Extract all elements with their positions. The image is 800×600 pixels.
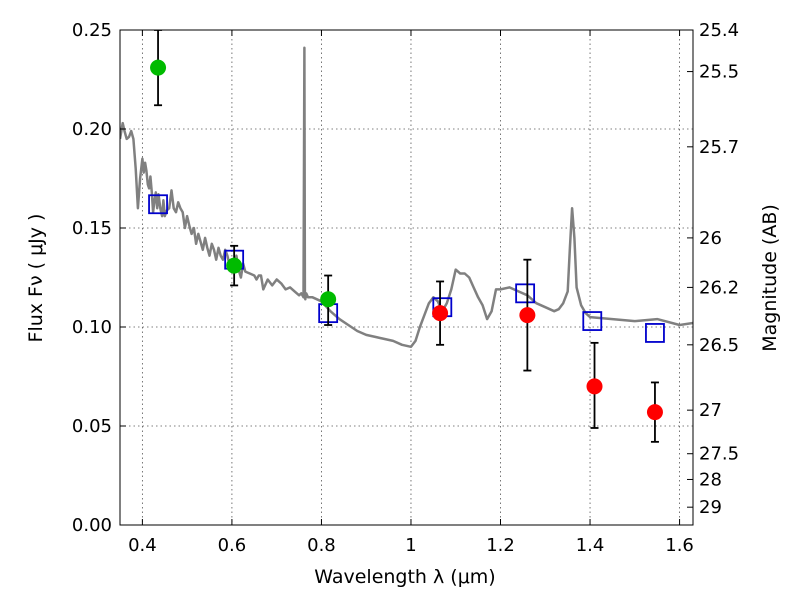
plot-frame	[119, 29, 694, 526]
x-tick-label: 1	[405, 535, 416, 556]
y-tick-label: 0.20	[72, 119, 112, 140]
plot-clipped-group	[120, 30, 693, 443]
x-axis-label: Wavelength λ (μm)	[314, 566, 495, 588]
model-flux-square	[582, 311, 603, 331]
green-data-point	[226, 257, 243, 274]
y2-tick-label: 29	[699, 497, 722, 518]
green-data-point	[150, 59, 167, 76]
y2-tick-label: 26.2	[699, 277, 739, 298]
model-flux-square	[515, 283, 536, 304]
axis-ticks: 0.4 0.6 0.8 1 1.2 1.4 1.6 0.00 0.05 0.10 0.15 0.20 0…	[72, 20, 739, 556]
red-data-point	[519, 307, 536, 324]
x-tick-label: 0.6	[218, 535, 247, 556]
x-tick-label: 0.4	[128, 535, 157, 556]
y-tick-label: 0.05	[72, 416, 112, 437]
red-data-point	[586, 378, 603, 395]
x-tick-label: 1.2	[486, 535, 515, 556]
x-tick-label: 1.4	[576, 535, 605, 556]
grid	[120, 29, 693, 526]
model-flux-square	[148, 194, 168, 215]
red-data-point	[432, 305, 449, 322]
y2-tick-label: 26.5	[699, 335, 739, 356]
y2-axis-label: Magnitude (AB)	[759, 204, 781, 352]
y-tick-label: 0.10	[72, 317, 112, 338]
model-flux-square	[645, 323, 665, 343]
y2-tick-label: 25.7	[699, 137, 739, 158]
x-tick-label: 0.8	[307, 535, 336, 556]
sed-model-line	[120, 46, 693, 349]
y-tick-label: 0.15	[72, 218, 112, 239]
y2-tick-label: 25.5	[699, 62, 739, 83]
y-tick-label: 0.00	[72, 515, 112, 536]
y2-tick-label: 28	[699, 469, 722, 490]
green-data-point	[320, 291, 337, 308]
y2-tick-label: 25.4	[699, 20, 739, 41]
x-tick-label: 1.6	[665, 535, 694, 556]
plot-data	[120, 30, 693, 443]
y-axis-label: Flux Fν ( μJy )	[25, 214, 47, 343]
y2-tick-label: 27	[699, 400, 722, 421]
red-data-point	[646, 404, 663, 421]
y2-tick-label: 26	[699, 228, 722, 249]
y2-tick-label: 27.5	[699, 444, 739, 465]
y-tick-label: 0.25	[72, 20, 112, 41]
